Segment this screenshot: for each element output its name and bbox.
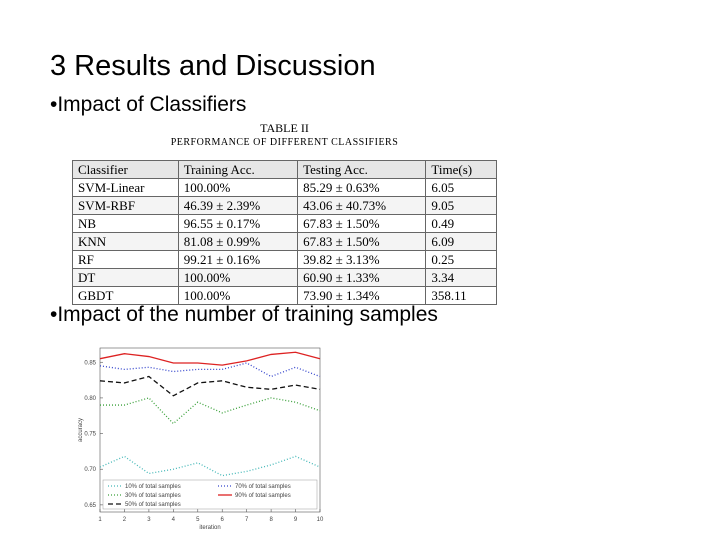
table-cell: Testing Acc.	[297, 160, 427, 179]
x-tick-label: 3	[147, 517, 151, 523]
series-line	[99, 351, 321, 366]
legend-label: 90% of total samples	[235, 493, 291, 499]
x-tick-label: 9	[294, 517, 298, 523]
series-line	[99, 375, 321, 397]
table-cell: SVM-RBF	[72, 196, 179, 215]
table-row: NB 96.55 ± 0.17% 67.83 ± 1.50% 0.49	[72, 214, 497, 233]
legend-box	[102, 479, 318, 510]
x-tick-label: 2	[123, 517, 127, 523]
table-cell: 0.25	[425, 250, 497, 269]
x-tick-label: 10	[317, 517, 324, 523]
table: Classifier Training Acc. Testing Acc. Time(…	[72, 160, 497, 305]
y-tick-label: 0.65	[84, 503, 96, 509]
table-cell: 3.34	[425, 268, 497, 287]
table-cell: 6.09	[425, 232, 497, 251]
table-cell: SVM-Linear	[72, 178, 179, 197]
series-line	[100, 397, 321, 425]
legend-label: 10% of total samples	[125, 484, 181, 490]
table-cell: Classifier	[72, 160, 179, 179]
legend-label: 30% of total samples	[125, 493, 181, 499]
table-cell: Training Acc.	[177, 160, 299, 179]
plot-frame	[99, 347, 321, 513]
table-cell: 100.00%	[177, 268, 299, 287]
series-line	[99, 455, 321, 477]
x-axis-label: iteration	[199, 525, 220, 531]
table-cell: 39.82 ± 3.13%	[297, 250, 427, 269]
x-tick-label: 6	[221, 517, 225, 523]
y-tick-label: 0.80	[84, 396, 96, 402]
x-tick-label: 8	[269, 517, 273, 523]
table-cell: 9.05	[425, 196, 497, 215]
chart: 0.65 0.70 0.75 0.80 0.85 1 2 3 4 5 6 7 8 9 10 iteration…	[78, 347, 324, 531]
table-cell: 46.39 ± 2.39%	[177, 196, 299, 215]
table-row: SVM-Linear 100.00% 85.29 ± 0.63% 6.05	[72, 178, 497, 197]
table-cell: Time(s)	[425, 160, 497, 179]
table-cell: 43.06 ± 40.73%	[297, 196, 427, 215]
table-cell: 100.00%	[177, 178, 299, 197]
slide-title: 3 Results and Discussion	[50, 50, 376, 82]
table-row: SVM-RBF 46.39 ± 2.39% 43.06 ± 40.73% 9.05	[72, 196, 497, 215]
y-tick-label: 0.75	[84, 432, 96, 438]
table-row: Classifier Training Acc. Testing Acc. Time(…	[72, 160, 497, 179]
table-cell: 73.90 ± 1.34%	[297, 286, 427, 305]
table-cell: 99.21 ± 0.16%	[177, 250, 299, 269]
table-row: RF 99.21 ± 0.16% 39.82 ± 3.13% 0.25	[72, 250, 497, 269]
table-cell: 358.11	[425, 286, 497, 305]
table-cell: 85.29 ± 0.63%	[297, 178, 427, 197]
y-axis-label: accuracy	[78, 418, 84, 442]
table-row: GBDT 100.00% 73.90 ± 1.34% 358.11	[72, 286, 497, 305]
table-cell: KNN	[72, 232, 179, 251]
table-cell: DT	[72, 268, 179, 287]
table-cell: 67.83 ± 1.50%	[297, 232, 427, 251]
table-cell: 81.08 ± 0.99%	[177, 232, 299, 251]
table-cell: 60.90 ± 1.33%	[297, 268, 427, 287]
table-cell: RF	[72, 250, 179, 269]
table-cell: 0.49	[425, 214, 497, 233]
table-cell: 67.83 ± 1.50%	[297, 214, 427, 233]
y-tick-label: 0.70	[84, 467, 96, 473]
legend-label: 50% of total samples	[125, 502, 181, 508]
table-cell: NB	[72, 214, 179, 233]
x-tick-label: 4	[172, 517, 176, 523]
table-subcaption: PERFORMANCE OF DIFFERENT CLASSIFIERS	[170, 137, 399, 148]
legend-label: 70% of total samples	[235, 484, 291, 490]
table-row: KNN 81.08 ± 0.99% 67.83 ± 1.50% 6.09	[72, 232, 497, 251]
x-tick-label: 7	[245, 517, 249, 523]
table-row: DT 100.00% 60.90 ± 1.33% 3.34	[72, 268, 497, 287]
y-tick-label: 0.85	[84, 360, 96, 366]
x-tick-label: 1	[98, 517, 102, 523]
table-cell: 100.00%	[177, 286, 299, 305]
table-cell: 96.55 ± 0.17%	[177, 214, 299, 233]
bullet: •Impact of Classifiers	[50, 93, 247, 116]
bullet: •Impact of the number of training sample…	[50, 303, 438, 326]
series-line	[99, 362, 321, 378]
x-tick-label: 5	[196, 517, 200, 523]
table-cell: 6.05	[425, 178, 497, 197]
table-caption: TABLE II	[260, 121, 309, 135]
table-cell: GBDT	[72, 286, 179, 305]
